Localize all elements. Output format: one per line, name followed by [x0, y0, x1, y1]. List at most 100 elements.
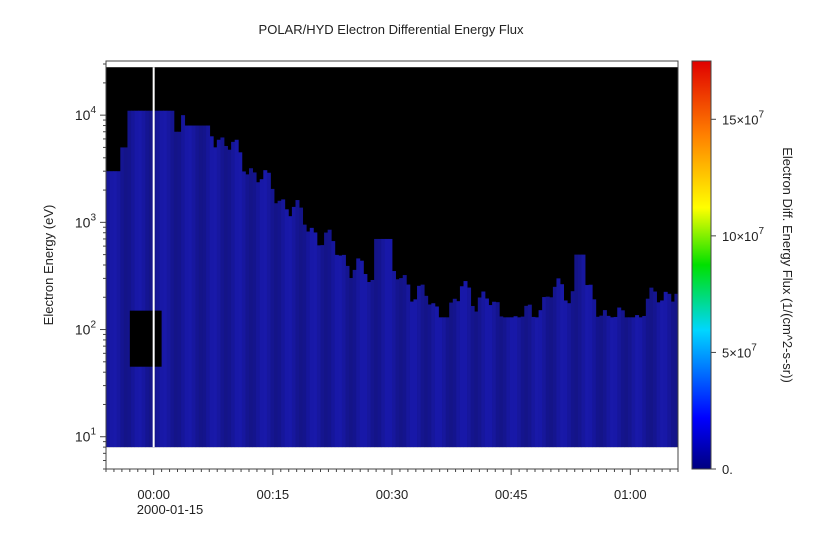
spectrogram-column	[620, 310, 625, 448]
spectrogram-column	[231, 141, 236, 448]
spectrogram-column	[552, 286, 557, 448]
spectrogram-column	[595, 316, 600, 448]
spectrogram-column	[324, 232, 329, 448]
spectrogram-column	[527, 304, 532, 448]
spectrogram-column	[488, 305, 493, 448]
spectrogram-column	[434, 306, 439, 448]
y-tick-label: 102	[75, 320, 97, 338]
spectrogram-column	[184, 125, 189, 448]
spectrogram-column	[392, 271, 396, 448]
spectrogram-column	[484, 298, 489, 448]
spectrogram-column	[173, 131, 178, 448]
spectrogram-column	[417, 285, 422, 448]
spectrogram-column	[238, 152, 243, 448]
spectrogram-column	[570, 291, 575, 448]
spectrogram-column	[542, 297, 547, 448]
spectrogram-column	[556, 278, 561, 448]
spectrogram-column	[370, 279, 375, 448]
spectrogram-column	[220, 137, 225, 448]
spectrogram-column	[442, 317, 447, 448]
spectrogram-column	[120, 147, 125, 448]
colorbar-gradient	[691, 60, 712, 470]
y-tick-label: 101	[75, 427, 97, 445]
spectrogram-column	[502, 317, 507, 448]
spectrogram-column	[563, 300, 568, 448]
spectrogram-column	[606, 315, 611, 448]
spectrogram-column	[327, 229, 332, 448]
x-axis: 00:00 00:15 00:30 00:45 01:00	[105, 469, 679, 502]
spectrogram-column	[384, 238, 389, 448]
spectrogram-column	[427, 304, 432, 448]
spectrogram-column	[459, 286, 464, 448]
spectrogram-column	[270, 188, 275, 448]
spectrogram-column	[509, 317, 514, 448]
spectrogram-column	[295, 200, 300, 448]
chart-title: POLAR/HYD Electron Differential Energy F…	[259, 22, 524, 37]
spectrogram-column	[656, 302, 661, 448]
spectrogram-column	[631, 317, 636, 448]
spectrogram-column	[284, 209, 289, 448]
spectrogram-column	[109, 171, 114, 448]
spectrogram-column	[138, 110, 143, 448]
x-date-label: 2000-01-15	[137, 502, 204, 517]
spectrogram-column	[545, 296, 550, 448]
spectrogram-column	[209, 136, 214, 448]
colorbar-tick-label: 0.	[722, 462, 733, 477]
spectrogram-column	[402, 275, 407, 448]
colorbar-tick-label: 10×107	[722, 226, 765, 244]
spectrogram-column	[670, 301, 675, 448]
x-tick-label: 01:00	[614, 487, 647, 502]
spectrogram-column	[374, 238, 379, 448]
spectrogram-column	[452, 298, 457, 448]
spectrogram-column	[263, 170, 268, 448]
spectrogram-column	[642, 315, 647, 448]
spectrogram-column	[638, 317, 643, 448]
spectrogram-column	[456, 301, 461, 448]
spectrogram-column	[341, 254, 346, 448]
spectrogram-column	[131, 110, 136, 448]
spectrogram-column	[274, 203, 278, 448]
spectrogram-column	[667, 293, 672, 448]
spectrogram-column	[234, 139, 239, 448]
spectrogram-column	[377, 238, 382, 448]
spectrogram-column	[156, 110, 161, 448]
spectrogram-column	[191, 125, 196, 448]
x-tick-label: 00:45	[495, 487, 528, 502]
spectrogram-column	[170, 110, 175, 448]
spectrogram-column	[359, 260, 364, 448]
spectrogram-column	[320, 245, 325, 448]
y-tick-label: 103	[75, 212, 97, 230]
spectrogram-column	[145, 110, 150, 448]
spectrogram-column	[577, 254, 582, 448]
spectrogram-column	[159, 110, 164, 448]
spectrogram-column	[106, 171, 110, 448]
spectrogram-column	[613, 316, 618, 448]
spectrogram-column	[163, 110, 168, 448]
spectrogram-column	[560, 284, 565, 448]
spectrogram-column	[617, 307, 622, 448]
y-tick-label: 104	[75, 105, 97, 123]
spectrogram-column	[127, 110, 132, 448]
spectrogram-column	[663, 291, 668, 448]
spectrogram-column	[388, 238, 393, 448]
spectrogram-column	[223, 145, 228, 448]
spectrogram-column	[602, 310, 607, 448]
spectrogram-column	[206, 125, 211, 448]
x-tick-label: 00:00	[137, 487, 170, 502]
spectrogram-column	[349, 278, 354, 448]
colorbar-tick-label: 15×107	[722, 109, 765, 127]
spectrogram-column	[245, 174, 250, 448]
spectrogram-column	[627, 317, 632, 448]
spectrogram-column	[585, 285, 590, 448]
spectrogram-column	[309, 227, 314, 448]
spectrogram-column	[195, 125, 200, 448]
spectrogram-column	[438, 317, 443, 448]
spectrogram-column	[227, 149, 232, 448]
spectrogram-column	[463, 281, 468, 448]
spectrogram-column	[420, 284, 425, 448]
spectrogram-column	[399, 278, 404, 448]
spectrogram-column	[338, 255, 343, 448]
spectrogram-column	[148, 110, 153, 448]
spectrogram-column	[660, 300, 665, 448]
